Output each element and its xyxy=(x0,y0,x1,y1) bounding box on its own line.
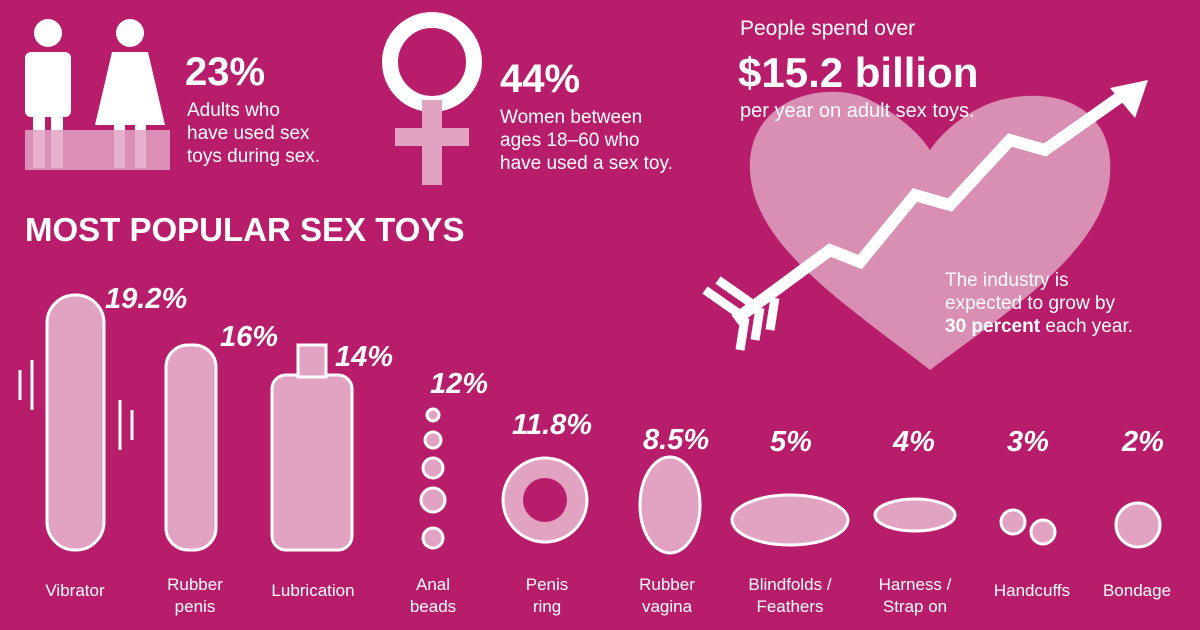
spending-lead: People spend over xyxy=(740,17,916,40)
label-line: Rubber xyxy=(167,575,223,594)
line: Women between xyxy=(500,107,643,128)
toy-percent: 2% xyxy=(1122,426,1164,458)
growth-arrow xyxy=(731,85,1134,325)
toy-label: Rubber vagina xyxy=(607,574,727,618)
toy-percent: 19.2% xyxy=(105,283,188,315)
toy-percent: 8.5% xyxy=(643,424,710,456)
toy-percent: 12% xyxy=(430,368,489,400)
line: have used sex xyxy=(187,122,310,144)
section-title: MOST POPULAR SEX TOYS xyxy=(25,211,465,248)
stat-value: 23% xyxy=(185,50,266,94)
toy-label: Blindfolds / Feathers xyxy=(730,574,850,618)
vibration-lines xyxy=(18,360,134,450)
label-line: Vibrator xyxy=(45,581,105,600)
label-line: Bondage xyxy=(1102,581,1172,600)
label-line: Harness / xyxy=(878,575,952,594)
label-line: Lubrication xyxy=(271,581,355,600)
label-line: Anal xyxy=(415,575,451,594)
label-line: Blindfolds / xyxy=(748,575,832,594)
line: each year. xyxy=(1045,315,1133,337)
label-line: penis xyxy=(174,597,216,616)
toy-label: Rubber penis xyxy=(135,574,255,618)
toy-percent: 14% xyxy=(335,341,394,373)
label-line: ring xyxy=(532,597,562,616)
label-line: Rubber xyxy=(639,575,695,594)
stat-text: Adults who have used sex toys during sex. xyxy=(187,100,320,168)
label-line: Handcuffs xyxy=(993,581,1071,600)
line: expected to grow by xyxy=(945,292,1116,314)
spending-tail: per year on adult sex toys. xyxy=(740,100,975,122)
line: Adults who xyxy=(187,100,280,121)
heart xyxy=(749,91,1111,370)
toy-label: Anal beads xyxy=(373,574,493,618)
arrow-head xyxy=(1110,80,1148,118)
stat-value: 44% xyxy=(500,57,581,101)
stat-text: Women between ages 18–60 who have used a s… xyxy=(500,107,673,175)
line: have used a sex toy. xyxy=(500,152,673,174)
ring-hole xyxy=(523,478,567,522)
label-line: Strap on xyxy=(882,597,948,616)
label-line: vagina xyxy=(641,597,693,616)
line: The industry is xyxy=(945,270,1069,291)
arrow-feathers xyxy=(702,276,780,351)
toy-label: Vibrator xyxy=(15,580,135,602)
female-symbol xyxy=(382,12,482,112)
toy-percent: 4% xyxy=(893,426,935,458)
spending-amount: $15.2 billion xyxy=(738,49,979,96)
couple-fill xyxy=(25,130,170,170)
emphasis: 30 percent xyxy=(945,315,1041,337)
label-line: Feathers xyxy=(756,597,824,616)
toy-percent: 5% xyxy=(770,426,812,458)
toy-percent: 3% xyxy=(1007,426,1049,458)
line: ages 18–60 who xyxy=(500,129,640,151)
label-line: beads xyxy=(409,597,457,616)
toy-percent: 16% xyxy=(220,321,279,353)
female-bar xyxy=(395,128,469,146)
toy-label: Bondage xyxy=(1077,580,1197,602)
line: toys during sex. xyxy=(187,145,321,167)
label-line: Penis xyxy=(525,575,569,594)
toy-icons xyxy=(45,293,1162,555)
toy-label: Penis ring xyxy=(487,574,607,618)
growth-text: The industry is expected to grow by 30 per… xyxy=(945,270,1133,338)
toy-label: Handcuffs xyxy=(972,580,1092,602)
toy-percent: 11.8% xyxy=(512,409,593,441)
toy-label: Harness / Strap on xyxy=(855,574,975,618)
toy-label: Lubrication xyxy=(253,580,373,602)
